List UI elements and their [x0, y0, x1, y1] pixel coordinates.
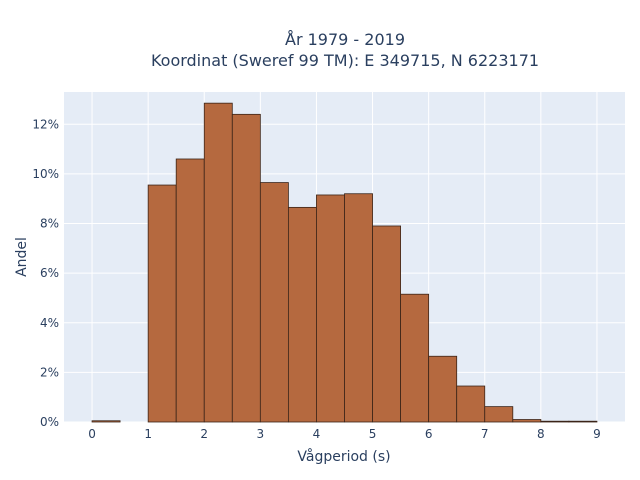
y-axis-label: Andel — [14, 237, 30, 277]
x-tick-label: 4 — [313, 427, 321, 441]
histogram-bar — [91, 420, 121, 423]
histogram-bar — [372, 225, 401, 423]
x-tick-label: 5 — [369, 427, 377, 441]
histogram-bar — [428, 355, 458, 423]
histogram-bar — [203, 102, 233, 423]
y-tick-label: 12% — [32, 117, 59, 131]
histogram-bar — [400, 293, 430, 423]
y-tick-label: 4% — [40, 316, 59, 330]
histogram-bars — [91, 102, 598, 423]
chart-title-line-2: Koordinat (Sweref 99 TM): E 349715, N 62… — [151, 51, 539, 70]
x-tick-label: 0 — [88, 427, 96, 441]
histogram-bar — [484, 406, 514, 423]
y-tick-label: 2% — [40, 365, 59, 379]
histogram-bar — [512, 419, 542, 423]
y-axis-ticks: 0% 2% 4% 6% 8% 10% 12% — [32, 117, 59, 429]
y-tick-label: 6% — [40, 266, 59, 280]
y-tick-label: 10% — [32, 167, 59, 181]
histogram-bar — [231, 113, 261, 423]
x-tick-label: 1 — [144, 427, 152, 441]
x-tick-label: 3 — [257, 427, 265, 441]
histogram-bar — [147, 184, 177, 423]
histogram-bar — [456, 385, 486, 423]
chart-title-line-1: År 1979 - 2019 — [285, 30, 405, 49]
x-tick-label: 9 — [593, 427, 601, 441]
y-tick-label: 8% — [40, 217, 59, 231]
histogram-bar — [540, 420, 570, 423]
y-tick-label: 0% — [40, 415, 59, 429]
histogram-bar — [259, 182, 289, 423]
histogram-bar — [316, 194, 345, 423]
x-tick-label: 8 — [537, 427, 545, 441]
x-tick-label: 6 — [425, 427, 433, 441]
x-tick-label: 2 — [200, 427, 208, 441]
histogram-bar — [287, 206, 317, 423]
histogram-bar — [175, 158, 205, 423]
x-tick-label: 7 — [481, 427, 489, 441]
histogram-bar — [568, 420, 598, 423]
histogram-bar — [344, 193, 373, 423]
x-axis-ticks: 0 1 2 3 4 5 6 7 8 9 — [88, 427, 601, 441]
x-axis-label: Vågperiod (s) — [297, 448, 390, 465]
